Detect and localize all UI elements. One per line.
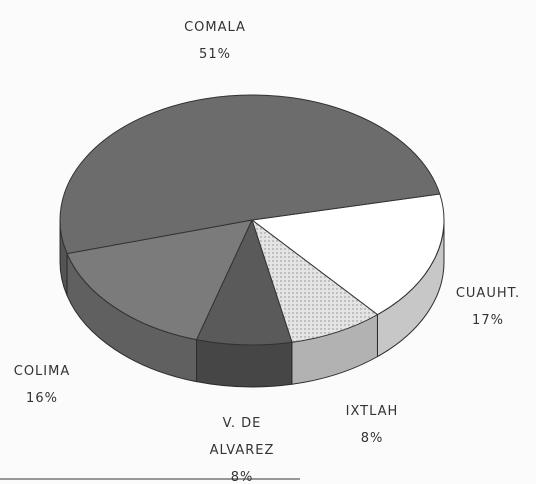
percent-label: 8% xyxy=(230,470,254,484)
percent-label: 16% xyxy=(26,391,58,406)
category-label: COMALA xyxy=(184,20,246,35)
pie-slice xyxy=(59,94,441,255)
pie-slice xyxy=(250,193,445,316)
pie-slice xyxy=(66,219,253,341)
category-label: CUAUHT. xyxy=(455,286,521,301)
slice-side-shade xyxy=(291,314,378,385)
pie-slice xyxy=(195,218,293,346)
slice-texture xyxy=(252,220,378,343)
category-label: COLIMA xyxy=(13,364,71,379)
category-label: IXTLAH xyxy=(345,404,399,419)
percent-label: 17% xyxy=(472,313,504,328)
category-label: V. DE ALVAREZ xyxy=(209,416,275,458)
slice-side-shade xyxy=(377,220,444,357)
slice-side-shade xyxy=(196,339,292,388)
percent-label: 8% xyxy=(360,431,384,446)
percent-label: 51% xyxy=(199,47,231,62)
